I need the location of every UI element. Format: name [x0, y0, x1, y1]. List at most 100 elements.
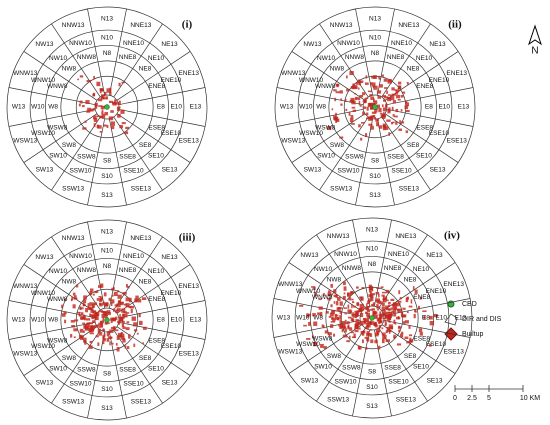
sector-line [108, 8, 127, 96]
zone-label: SE13 [427, 377, 443, 384]
sector-line [87, 8, 106, 96]
builtup-patch [71, 296, 74, 301]
builtup-patch [87, 303, 90, 308]
builtup-patch [391, 310, 394, 314]
builtup-patch [333, 115, 337, 120]
builtup-patch [354, 329, 359, 333]
zone-label: WSW8 [47, 124, 68, 131]
builtup-patch [116, 308, 121, 312]
builtup-patch [382, 123, 387, 127]
builtup-patch [359, 94, 364, 98]
builtup-patch [375, 328, 378, 333]
builtup-patch [97, 125, 102, 129]
builtup-patch [369, 333, 373, 337]
ring [274, 6, 476, 208]
builtup-patch [86, 318, 91, 321]
zone-label: NW8 [330, 66, 345, 73]
builtup-patch [387, 78, 392, 82]
zone-label: SE13 [162, 166, 178, 173]
builtup-patch [342, 281, 346, 286]
builtup-patch [385, 103, 388, 108]
builtup-patch [78, 312, 81, 317]
builtup-patch [95, 311, 100, 316]
builtup-patch [391, 106, 394, 111]
builtup-patch [376, 104, 381, 109]
builtup-patch [346, 88, 349, 92]
sector-line [386, 108, 474, 127]
sector-line [116, 113, 191, 163]
builtup-patch [376, 306, 381, 309]
builtup-patch [340, 103, 343, 106]
builtup-patch [308, 321, 311, 326]
scale-label: 10 KM [520, 395, 540, 402]
builtup-patch [121, 81, 125, 84]
builtup-patch [366, 323, 371, 328]
builtup-patch [125, 327, 130, 331]
builtup-patch [330, 304, 333, 308]
builtup-patch [368, 288, 372, 293]
sector-line [319, 116, 369, 191]
builtup-patch [367, 90, 373, 93]
builtup-patch [382, 299, 387, 303]
zone-label: S13 [369, 192, 381, 199]
builtup-patch [312, 313, 316, 317]
builtup-patch [388, 107, 391, 112]
builtup-patch [339, 315, 342, 320]
zone-label: E8 [425, 104, 433, 111]
builtup-patch [347, 324, 350, 328]
builtup-patch [386, 326, 391, 331]
builtup-patch [101, 111, 104, 115]
zone-label: ENE8 [416, 83, 433, 90]
sector-line [352, 219, 371, 307]
builtup-patch [117, 113, 121, 118]
zone-label: NNE8 [384, 265, 402, 272]
builtup-patch [413, 313, 416, 319]
builtup-patch [120, 333, 125, 338]
ring [75, 75, 139, 139]
zone-label: ESE13 [444, 349, 465, 356]
ring [297, 29, 453, 185]
zone-label: E13 [190, 317, 202, 324]
builtup-patch [388, 330, 391, 334]
builtup-patch [107, 330, 110, 333]
zone-label: W10 [31, 104, 45, 111]
builtup-patch [131, 316, 136, 321]
zone-label: WSW13 [13, 138, 37, 145]
builtup-patch [379, 315, 382, 320]
zone-label: ENE8 [148, 296, 165, 303]
builtup-patch [102, 301, 105, 305]
zone-label: SW10 [317, 153, 335, 160]
builtup-patch [339, 310, 343, 315]
builtup-patch [394, 307, 397, 310]
zone-label: NW10 [314, 266, 332, 273]
builtup-patch [356, 302, 360, 305]
builtup-patch [372, 302, 376, 307]
builtup-patch [375, 291, 380, 295]
zone-label: N13 [101, 15, 113, 22]
zone-label: ENE13 [178, 70, 199, 77]
builtup-patch [92, 320, 96, 324]
builtup-patch [303, 324, 307, 327]
builtup-patch [141, 297, 147, 301]
builtup-patch [369, 115, 373, 120]
builtup-patch [61, 313, 66, 317]
builtup-patch [106, 322, 110, 325]
builtup-patch [135, 295, 139, 299]
builtup-patch [97, 98, 103, 102]
builtup-patch [418, 305, 420, 310]
builtup-patch [394, 115, 398, 118]
builtup-patch [110, 319, 113, 324]
builtup-patch [327, 126, 332, 131]
zone-label: NW13 [303, 41, 321, 48]
builtup-patch [354, 323, 359, 327]
builtup-patch [83, 324, 87, 329]
builtup-patch [341, 324, 344, 329]
builtup-patch [118, 335, 122, 338]
builtup-patch [366, 331, 370, 335]
builtup-patch [343, 325, 346, 330]
zone-label: WSW10 [31, 343, 55, 350]
builtup-patch [408, 334, 413, 337]
builtup-patch [115, 305, 119, 308]
builtup-patch [351, 106, 356, 109]
builtup-patch [318, 298, 322, 301]
